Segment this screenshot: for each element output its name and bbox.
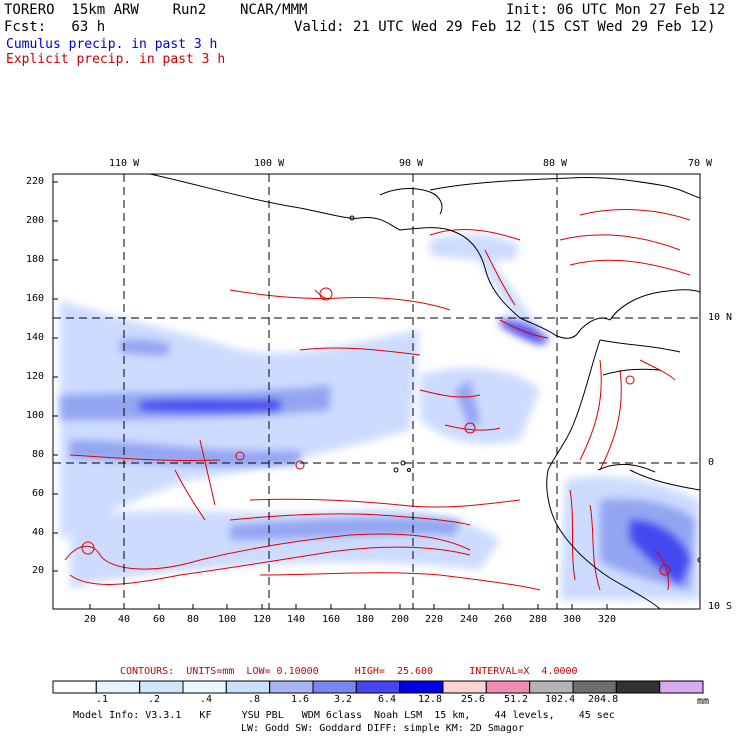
y-tick-label: 60 [32,488,45,499]
valid-time: Valid: 21 UTC Wed 29 Feb 12 (15 CST Wed … [294,19,716,35]
x-tick-label: 300 [563,614,582,625]
model-physics: LW: Godd SW: Goddard DIFF: simple KM: 2D… [241,723,524,734]
map-frame [52,173,701,610]
x-tick-label: 80 [187,614,200,625]
model-info: Model Info: V3.3.1 KF YSU PBL WDM 6class… [73,710,615,721]
y-tick-label: 200 [26,215,45,226]
colorbar-label: .4 [200,694,213,705]
x-tick-label: 120 [253,614,272,625]
colorbar-label: 12.8 [418,694,443,705]
y-tick-label: 20 [32,565,45,576]
legend-cumulus: Cumulus precip. in past 3 h [6,37,218,52]
legend-explicit: Explicit precip. in past 3 h [6,52,226,67]
colorbar-label: .1 [96,694,109,705]
colorbar-label: .2 [148,694,161,705]
y-tick-label: 160 [26,293,45,304]
lon-label: 110 W [109,158,140,169]
colorbar-label: 6.4 [378,694,397,705]
colorbar-label: 3.2 [334,694,353,705]
x-tick-label: 260 [494,614,513,625]
lon-label: 70 W [688,158,713,169]
lon-label: 80 W [543,158,568,169]
x-tick-label: 220 [425,614,444,625]
x-tick-label: 200 [391,614,410,625]
colorbar-label: 204.8 [588,694,619,705]
x-tick-label: 100 [218,614,237,625]
colorbar-label: 102.4 [545,694,576,705]
y-tick-label: 120 [26,371,45,382]
precip-shading-dark [140,318,690,585]
y-tick-label: 140 [26,332,45,343]
colorbar-unit: mm [697,696,710,707]
latlon-grid [53,174,700,609]
explicit-precip-contours [64,209,691,591]
colorbar-label: 1.6 [291,694,310,705]
y-tick-label: 220 [26,176,45,187]
model-run-title: TORERO 15km ARW Run2 NCAR/MMM [4,2,308,18]
lat-label: 10 N [708,312,733,323]
colorbar-label: 25.6 [461,694,486,705]
x-tick-label: 40 [118,614,131,625]
coastlines [149,174,700,609]
colorbar-label: .8 [248,694,261,705]
lat-label: 0 [708,457,715,468]
x-tick-label: 60 [153,614,166,625]
axis-ticks [53,181,608,609]
y-tick-label: 180 [26,254,45,265]
colorbar-label: 51.2 [504,694,529,705]
init-time: Init: 06 UTC Mon 27 Feb 12 [506,2,726,18]
x-tick-label: 240 [460,614,479,625]
y-tick-label: 80 [32,449,45,460]
lon-label: 90 W [399,158,424,169]
x-tick-label: 140 [287,614,306,625]
x-tick-label: 20 [84,614,97,625]
contours-caption: CONTOURS: UNITS=mm LOW= 0.10000 HIGH= 25… [120,666,578,677]
y-tick-label: 40 [32,527,45,538]
lon-label: 100 W [254,158,285,169]
lat-label: 10 S [708,601,733,612]
x-tick-label: 180 [356,614,375,625]
y-tick-label: 100 [26,410,45,421]
forecast-hour: Fcst: 63 h [4,19,106,35]
x-tick-label: 320 [598,614,617,625]
x-tick-label: 280 [529,614,548,625]
x-tick-label: 160 [322,614,341,625]
